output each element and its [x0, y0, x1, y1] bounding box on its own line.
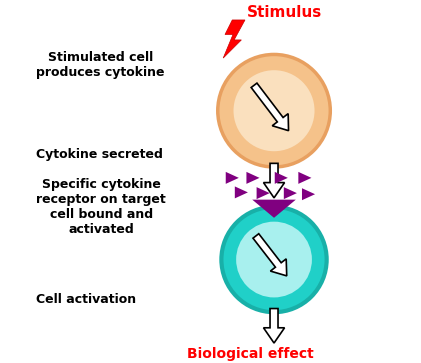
Text: Stimulated cell
produces cytokine: Stimulated cell produces cytokine [36, 51, 165, 79]
Polygon shape [298, 172, 312, 184]
Polygon shape [246, 172, 259, 184]
Polygon shape [251, 83, 288, 131]
Polygon shape [252, 200, 296, 218]
Polygon shape [253, 234, 287, 276]
Circle shape [218, 54, 330, 167]
Polygon shape [264, 163, 285, 198]
Polygon shape [275, 172, 288, 184]
Polygon shape [235, 187, 248, 198]
Text: Cytokine secreted: Cytokine secreted [36, 148, 163, 161]
Text: Biological effect: Biological effect [187, 347, 314, 361]
Text: Stimulus: Stimulus [247, 5, 322, 20]
Circle shape [236, 222, 312, 297]
Polygon shape [223, 20, 245, 58]
Polygon shape [257, 187, 270, 199]
Polygon shape [284, 187, 297, 199]
Circle shape [234, 70, 314, 151]
Text: Cell activation: Cell activation [36, 293, 136, 306]
Circle shape [221, 207, 327, 312]
Polygon shape [226, 172, 239, 184]
Polygon shape [264, 309, 285, 343]
Polygon shape [302, 188, 315, 200]
Text: Specific cytokine
receptor on target
cell bound and
activated: Specific cytokine receptor on target cel… [36, 178, 166, 236]
